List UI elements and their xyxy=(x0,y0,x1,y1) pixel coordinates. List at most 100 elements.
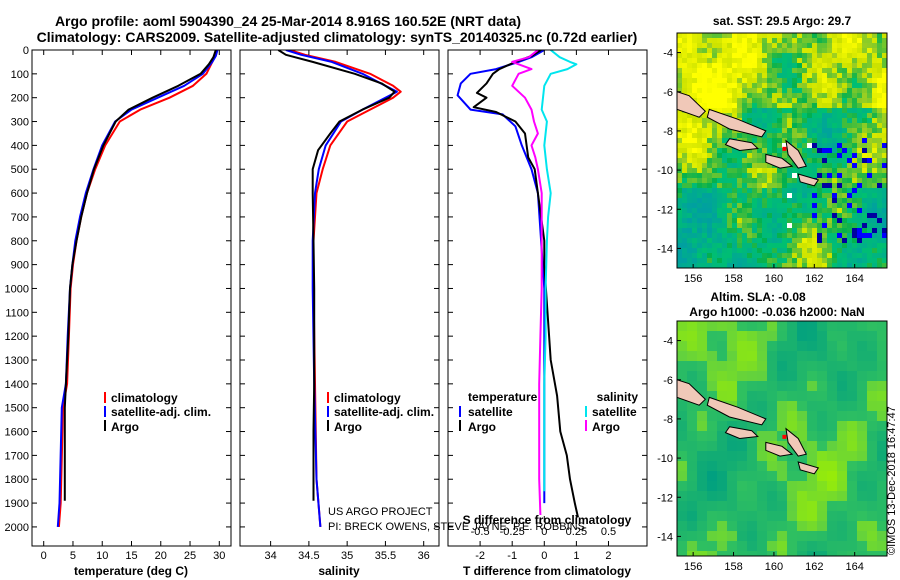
map-cell xyxy=(687,331,698,342)
map-cell xyxy=(807,103,813,109)
map-cell xyxy=(877,78,883,84)
map-cell xyxy=(752,58,758,64)
map-cell xyxy=(717,258,723,264)
map-cell xyxy=(877,183,883,189)
map-cell xyxy=(792,263,798,268)
map-cell xyxy=(697,128,703,134)
map-cell xyxy=(792,103,798,109)
map-cell xyxy=(827,263,833,268)
map-cell xyxy=(782,183,788,189)
map-cell xyxy=(877,248,883,254)
map-cell xyxy=(842,173,848,179)
map-cell xyxy=(697,183,703,189)
map-cell xyxy=(682,188,688,194)
map-cell xyxy=(877,253,883,259)
map-cell xyxy=(817,193,823,199)
map-cell xyxy=(832,43,838,49)
map-cell xyxy=(807,193,813,199)
map-cell xyxy=(742,58,748,64)
map-cell xyxy=(722,83,728,89)
map-cell xyxy=(707,321,718,332)
map-cell xyxy=(762,198,768,204)
map-cell xyxy=(702,53,708,59)
map-cell xyxy=(702,233,708,239)
map-cell xyxy=(677,213,683,219)
map-cell xyxy=(747,38,753,44)
map-cell xyxy=(847,258,853,264)
map-cell xyxy=(842,223,848,229)
map-cell xyxy=(857,98,863,104)
map-cell xyxy=(872,48,878,54)
legend-title-salinity: salinity xyxy=(597,390,639,404)
map-cell xyxy=(692,183,698,189)
map-cell xyxy=(707,331,718,342)
map-cell xyxy=(872,188,878,194)
y-tick-label: 1000 xyxy=(5,283,29,295)
map-cell xyxy=(727,381,738,392)
map-cell xyxy=(787,133,793,139)
map-cell xyxy=(787,213,793,219)
map-cell xyxy=(747,203,753,209)
map-cell xyxy=(747,253,753,259)
map-cell xyxy=(797,531,808,542)
map-cell xyxy=(877,103,883,109)
map-cell xyxy=(697,98,703,104)
map-cell xyxy=(852,218,858,224)
map-cell xyxy=(802,88,808,94)
map-cell xyxy=(767,118,773,124)
map-cell xyxy=(787,401,798,412)
map-cell xyxy=(697,38,703,44)
map-cell xyxy=(877,411,887,422)
map-cell xyxy=(867,53,873,59)
map-cell xyxy=(882,53,887,59)
map-cell xyxy=(757,501,768,512)
map-cell xyxy=(797,83,803,89)
map-cell xyxy=(812,243,818,249)
map-cell xyxy=(732,133,738,139)
map-cell xyxy=(742,63,748,69)
map-cell xyxy=(872,198,878,204)
map-cell xyxy=(877,551,887,556)
map-cell xyxy=(727,193,733,199)
map-cell xyxy=(882,178,887,184)
map-cell xyxy=(757,511,768,522)
map-cell xyxy=(682,213,688,219)
map-cell xyxy=(807,143,813,149)
map-cell xyxy=(747,213,753,219)
map-cell xyxy=(862,63,868,69)
map-cell xyxy=(877,223,883,229)
map-cell xyxy=(832,188,838,194)
map-cell xyxy=(742,223,748,229)
title-line-2: Climatology: CARS2009. Satellite-adjuste… xyxy=(37,29,638,45)
map-cell xyxy=(787,228,793,234)
map-cell xyxy=(827,78,833,84)
map-cell xyxy=(717,521,728,532)
map-cell xyxy=(842,248,848,254)
map-cell xyxy=(707,411,718,422)
map-cell xyxy=(722,73,728,79)
land xyxy=(724,138,759,152)
map-cell xyxy=(762,218,768,224)
map-cell xyxy=(712,228,718,234)
map-cell xyxy=(787,223,793,229)
map-cell xyxy=(722,88,728,94)
map-cell xyxy=(867,113,873,119)
map-cell xyxy=(722,168,728,174)
map-cell xyxy=(707,193,713,199)
map-cell xyxy=(697,263,703,268)
map-cell xyxy=(777,481,788,492)
map-cell xyxy=(732,68,738,74)
map-cell xyxy=(822,118,828,124)
map-cell xyxy=(802,153,808,159)
map-cell xyxy=(802,138,808,144)
map-cell xyxy=(707,228,713,234)
map-cell xyxy=(687,73,693,79)
map-cell xyxy=(837,33,843,39)
map-cell xyxy=(882,58,887,64)
map-cell xyxy=(727,361,738,372)
map-cell xyxy=(812,218,818,224)
map-cell xyxy=(682,263,688,268)
legend-swatch-satellite xyxy=(104,406,106,417)
map-cell xyxy=(877,381,887,392)
map-cell xyxy=(777,258,783,264)
